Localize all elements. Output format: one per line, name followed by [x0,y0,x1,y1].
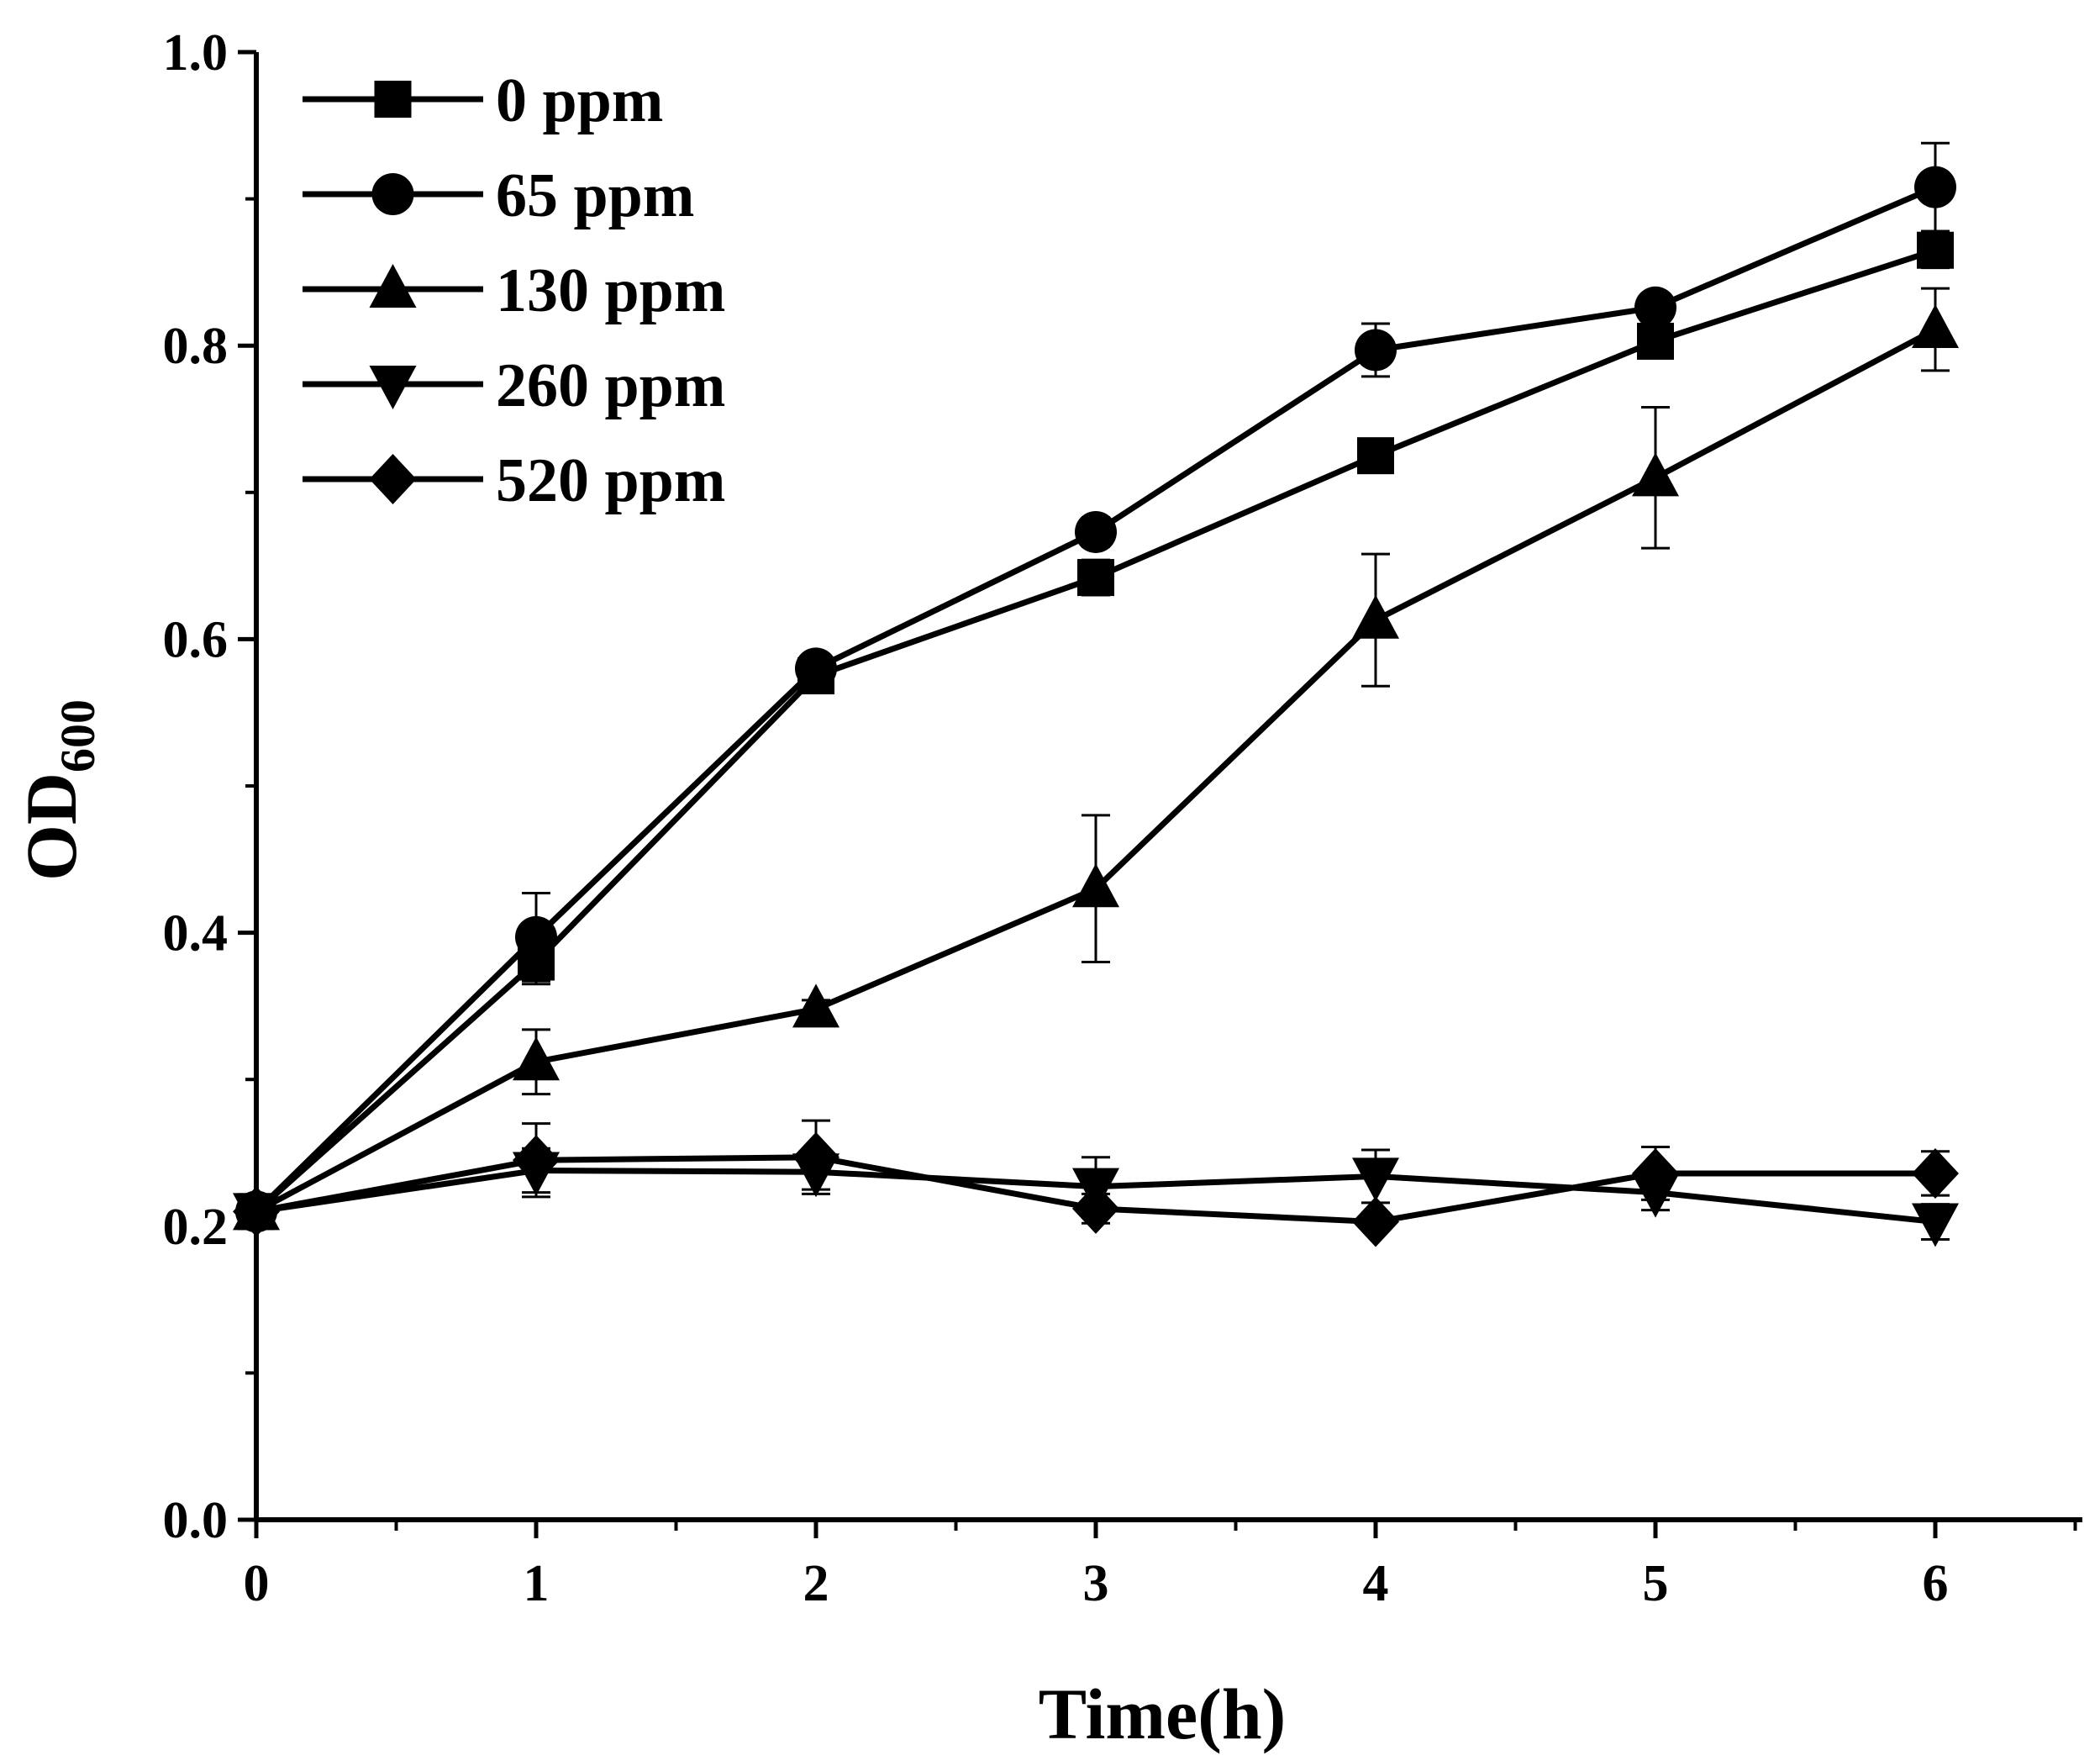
data-point [1355,329,1397,372]
legend-label: 260 ppm [496,351,725,420]
y-tick-label: 0.8 [163,318,229,375]
legend-label: 0 ppm [496,66,663,135]
data-point [1912,1147,1959,1199]
data-point [792,983,839,1028]
legend-marker [369,454,417,504]
y-tick-label: 0.2 [163,1199,229,1256]
data-point [1637,322,1674,360]
legend-label: 520 ppm [496,446,725,515]
data-point [233,1186,280,1237]
data-point [1077,559,1114,597]
series-130-ppm [233,287,1959,1231]
y-tick-label: 0.0 [163,1492,229,1549]
x-tick-label: 5 [1643,1555,1669,1612]
legend-item: 65 ppm [303,161,694,230]
data-point [1352,1157,1399,1202]
legend-marker [371,173,414,215]
data-point [1357,437,1394,475]
legend-label: 130 ppm [496,256,725,325]
axes-group: 0.0 0.2 0.4 0.6 0.8 1.0 0 1 2 3 4 5 6 [163,24,2082,1612]
series-520-ppm [233,1119,1959,1247]
series-group [233,141,1959,1247]
data-point [1917,231,1954,269]
y-axis-title-subscript: 600 [50,699,105,772]
y-axis-title: OD600 [11,699,105,881]
legend: 0 ppm 65 ppm 130 ppm 260 ppm 520 ppm [303,66,725,515]
x-tick-label: 2 [803,1555,829,1612]
legend-marker [369,264,417,308]
data-point [1912,1203,1959,1247]
data-point [1075,510,1117,553]
y-axis-title-main: OD [11,772,92,881]
x-tick-label: 0 [244,1555,270,1612]
legend-item: 0 ppm [303,66,663,135]
data-point [792,1131,839,1183]
y-tick-label: 0.6 [163,611,229,668]
x-tick-label: 3 [1083,1555,1109,1612]
legend-item: 260 ppm [303,351,725,420]
data-point [515,915,557,958]
x-axis-title: Time(h) [1039,1674,1287,1754]
data-point [1632,1147,1679,1199]
x-tick-label: 1 [524,1555,550,1612]
legend-item: 130 ppm [303,256,725,325]
data-point [1632,452,1679,497]
legend-marker [369,366,417,409]
legend-marker [374,81,412,118]
data-point [1634,286,1676,329]
x-tick-label: 4 [1363,1555,1389,1612]
data-point [795,647,837,690]
data-point [1352,594,1399,639]
legend-item: 520 ppm [303,446,725,515]
y-tick-label: 0.4 [163,905,229,962]
y-tick-label: 1.0 [163,24,229,82]
data-point [1072,863,1119,908]
legend-label: 65 ppm [496,161,694,230]
data-point [1914,166,1956,208]
data-point [513,1135,560,1186]
data-point [513,1036,560,1081]
series-65-ppm [235,141,1956,1233]
x-tick-label: 6 [1923,1555,1949,1612]
data-point [1352,1196,1399,1247]
data-point [1912,303,1959,348]
data-point [1072,1183,1119,1234]
